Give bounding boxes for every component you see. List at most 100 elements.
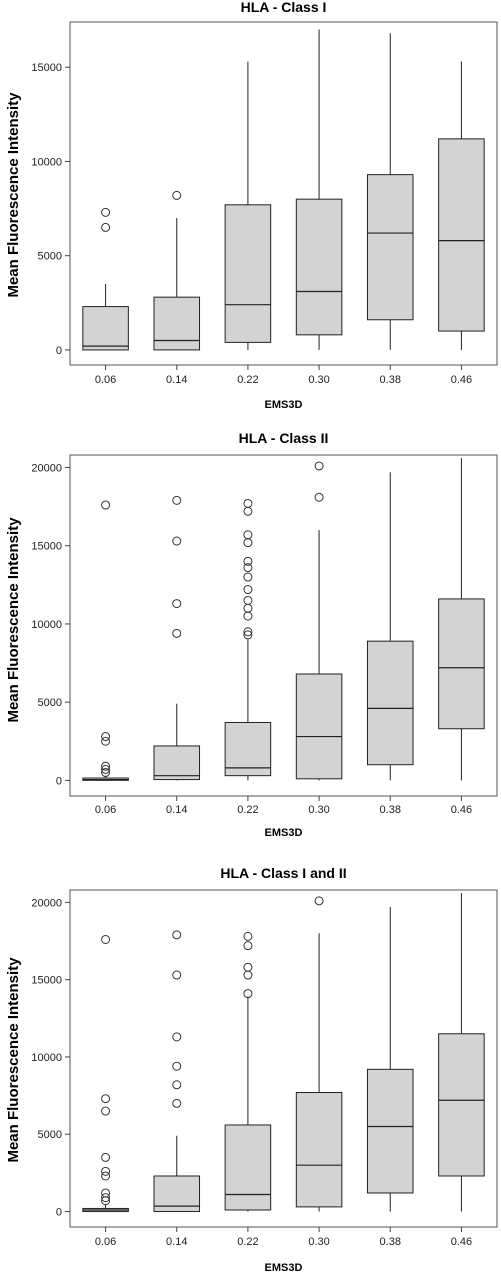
panel-2-outlier-1-0 [172, 628, 182, 638]
panel-1-x-tick-label-5: 0.46 [451, 374, 472, 386]
panel-3-box-5 [438, 1033, 485, 1177]
panel-2-outlier-2-1 [243, 627, 253, 637]
panel-3-y-tick-label-3: 15000 [31, 975, 62, 987]
panel-2-outlier-2-12 [243, 498, 253, 508]
panel-2-box-2 [224, 721, 272, 777]
panel-2-box-1 [153, 745, 201, 781]
panel-3-y-tick-label-1: 5000 [38, 1129, 62, 1141]
panel-2-outlier-2-2 [243, 611, 253, 621]
panel-2-outlier-1-2 [172, 536, 182, 546]
panel-2-outlier-2-9 [243, 538, 253, 548]
panel-1-x-tick-label-0: 0.06 [95, 374, 116, 386]
panel-3-outlier-2-0 [243, 989, 253, 999]
panel-3-x-tick-label-5: 0.46 [451, 1236, 472, 1248]
panel-2-outlier-0-3 [101, 736, 111, 746]
panel-2-x-tick-label-1: 0.14 [166, 804, 187, 816]
panel-2-y-tick-label-2: 10000 [31, 619, 62, 631]
panel-3-outlier-0-7 [101, 1094, 111, 1104]
panel-2-x-tick-label-0: 0.06 [95, 804, 116, 816]
panel-3-outlier-0-2 [101, 1188, 111, 1198]
panel-3-outlier-2-3 [243, 941, 253, 951]
panel-3-box-2 [224, 1124, 272, 1211]
panel-2-outlier-2-11 [243, 506, 253, 516]
panel-2-outlier-3-0 [314, 492, 324, 502]
panel-3-outlier-2-1 [243, 970, 253, 980]
panel-1-x-tick-label-4: 0.38 [380, 374, 401, 386]
panel-2-outlier-0-0 [101, 768, 111, 778]
panel-2-outlier-2-4 [243, 595, 253, 605]
panel-1-x-tick-label-1: 0.14 [166, 374, 187, 386]
panel-2-y-tick-label-1: 5000 [38, 697, 62, 709]
panel-2-outlier-2-0 [243, 630, 253, 640]
panel-2-outlier-2-7 [243, 563, 253, 573]
panel-1-x-axis-label: EMS3D [265, 399, 303, 411]
panel-1-box-4 [366, 174, 414, 321]
panel-3-outlier-1-5 [172, 930, 182, 940]
panel-3-x-tick-label-3: 0.30 [308, 1236, 329, 1248]
panel-2-chart-title: HLA - Class II [239, 430, 329, 446]
panel-2-x-tick-label-5: 0.46 [451, 804, 472, 816]
panel-3-x-axis-label: EMS3D [265, 1262, 303, 1274]
panel-2-y-tick-label-0: 0 [56, 775, 62, 787]
panel-2-outlier-1-1 [172, 599, 182, 609]
panel-3-box-4 [366, 1068, 414, 1194]
panel-1-plot-frame [69, 21, 498, 366]
panel-2-outlier-2-5 [243, 585, 253, 595]
panel-2-outlier-0-2 [101, 761, 111, 771]
panel-2-outlier-2-8 [243, 556, 253, 566]
panel-1-chart-title: HLA - Class I [241, 0, 327, 15]
panel-2-outlier-0-1 [101, 764, 111, 774]
panel-2-outlier-0-4 [101, 732, 111, 742]
panel-3-plot-frame [69, 889, 498, 1228]
panel-2-outlier-0-5 [101, 500, 111, 510]
panel-3-outlier-0-8 [101, 934, 111, 944]
panel-1-outlier-0-1 [101, 207, 111, 217]
panel-2-x-tick-label-4: 0.38 [380, 804, 401, 816]
panel-1-box-0 [82, 306, 129, 351]
panel-3-outlier-1-3 [172, 1032, 182, 1042]
panel-1-outlier-1-0 [172, 190, 182, 200]
panel-1-box-5 [438, 138, 485, 332]
panel-3-outlier-1-0 [172, 1098, 182, 1108]
panel-3-outlier-0-4 [101, 1166, 111, 1176]
panel-1-outlier-0-0 [101, 222, 111, 232]
panel-1-y-tick-label-1: 5000 [38, 251, 62, 263]
panel-2-box-4 [366, 640, 414, 766]
panel-3-y-tick-label-2: 10000 [31, 1052, 62, 1064]
panel-3-outlier-0-1 [101, 1193, 111, 1203]
panel-2-y-axis-label: Mean Fluorescence Intensity [5, 517, 22, 723]
panel-1-y-tick-label-2: 10000 [31, 156, 62, 168]
panel-3-outlier-0-6 [101, 1106, 111, 1116]
panel-3-outlier-3-0 [314, 896, 324, 906]
panel-3-chart-title: HLA - Class I and II [220, 865, 346, 881]
panel-3-outlier-1-4 [172, 970, 182, 980]
panel-2-y-tick-label-4: 20000 [31, 463, 62, 475]
panel-3-y-axis-label: Mean Fluorescence Intensity [5, 957, 22, 1163]
panel-2-x-tick-label-2: 0.22 [237, 804, 258, 816]
panel-1-box-2 [224, 204, 272, 343]
panel-3-x-tick-label-1: 0.14 [166, 1236, 187, 1248]
panel-3-outlier-0-3 [101, 1171, 111, 1181]
panel-1-box-3 [295, 198, 343, 336]
panel-3-outlier-1-2 [172, 1061, 182, 1071]
panel-1-x-tick-label-3: 0.30 [308, 374, 329, 386]
panel-2-outlier-2-10 [243, 530, 253, 540]
panel-2-outlier-2-6 [243, 572, 253, 582]
panel-2-outlier-1-3 [172, 495, 182, 505]
panel-3-outlier-2-4 [243, 931, 253, 941]
panel-3-x-tick-label-0: 0.06 [95, 1236, 116, 1248]
panel-2-box-3 [295, 673, 343, 780]
panel-2-box-5 [438, 598, 485, 730]
panel-2-x-axis-label: EMS3D [265, 827, 303, 839]
panel-3-y-tick-label-0: 0 [56, 1207, 62, 1219]
panel-3-outlier-0-5 [101, 1152, 111, 1162]
panel-3-y-tick-label-4: 20000 [31, 897, 62, 909]
panel-3-outlier-2-2 [243, 962, 253, 972]
panel-2-x-tick-label-3: 0.30 [308, 804, 329, 816]
panel-2-plot-frame [69, 454, 498, 797]
panel-1-y-tick-label-0: 0 [56, 345, 62, 357]
panel-2-outlier-3-1 [314, 461, 324, 471]
panel-3-outlier-1-1 [172, 1080, 182, 1090]
